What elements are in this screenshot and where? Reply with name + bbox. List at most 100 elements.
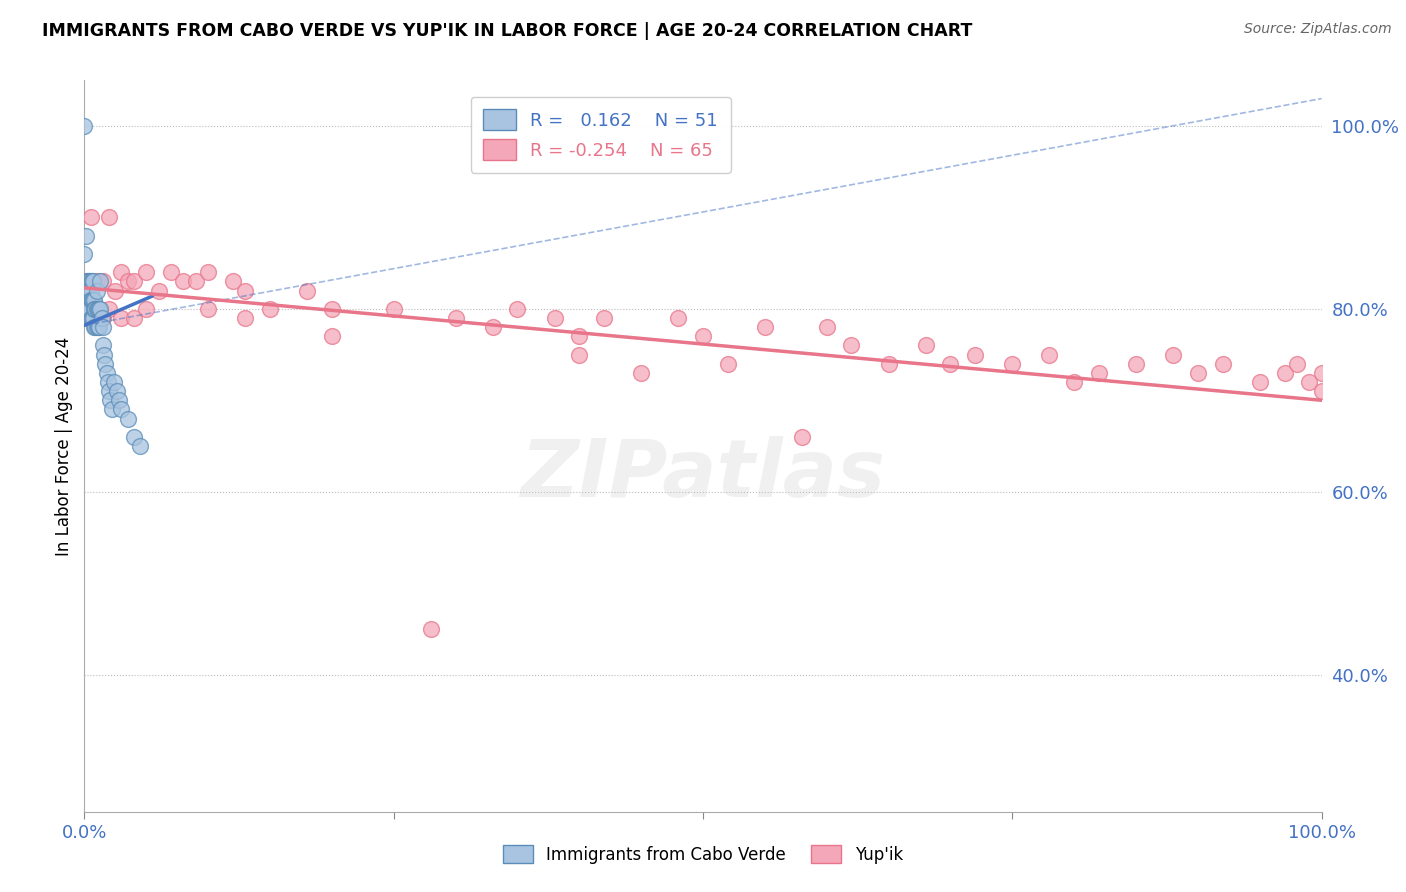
- Point: [73, 119, 96, 133]
- Point: [82, 275, 104, 289]
- Point: [1088, 366, 1111, 380]
- Point: [76, 293, 98, 307]
- Point: [103, 375, 125, 389]
- Point: [86, 284, 108, 298]
- Point: [80, 310, 103, 325]
- Point: [1063, 375, 1085, 389]
- Point: [75, 228, 97, 243]
- Point: [91, 338, 114, 352]
- Point: [1187, 366, 1209, 380]
- Point: [222, 275, 245, 289]
- Point: [79, 275, 101, 289]
- Point: [877, 357, 900, 371]
- Point: [382, 301, 405, 316]
- Point: [73, 275, 96, 289]
- Point: [692, 329, 714, 343]
- Point: [86, 301, 108, 316]
- Point: [97, 375, 120, 389]
- Point: [1038, 348, 1060, 362]
- Legend: R =   0.162    N = 51, R = -0.254    N = 65: R = 0.162 N = 51, R = -0.254 N = 65: [471, 96, 731, 173]
- Point: [1161, 348, 1184, 362]
- Point: [419, 622, 441, 636]
- Point: [1125, 357, 1147, 371]
- Point: [1249, 375, 1271, 389]
- Point: [80, 275, 103, 289]
- Point: [89, 301, 111, 316]
- Point: [148, 284, 170, 298]
- Y-axis label: In Labor Force | Age 20-24: In Labor Force | Age 20-24: [55, 336, 73, 556]
- Point: [83, 320, 105, 334]
- Point: [73, 310, 96, 325]
- Point: [79, 310, 101, 325]
- Point: [104, 284, 127, 298]
- Point: [630, 366, 652, 380]
- Point: [129, 439, 152, 453]
- Point: [86, 310, 108, 325]
- Point: [100, 402, 122, 417]
- Point: [1001, 357, 1024, 371]
- Point: [84, 301, 107, 316]
- Point: [77, 301, 100, 316]
- Point: [717, 357, 740, 371]
- Point: [79, 211, 101, 225]
- Point: [233, 284, 256, 298]
- Point: [815, 320, 838, 334]
- Point: [89, 320, 111, 334]
- Point: [197, 265, 219, 279]
- Point: [110, 310, 132, 325]
- Point: [135, 265, 157, 279]
- Point: [160, 265, 183, 279]
- Point: [82, 293, 104, 307]
- Point: [87, 320, 110, 334]
- Point: [84, 320, 107, 334]
- Point: [98, 384, 121, 399]
- Point: [77, 284, 100, 298]
- Point: [98, 393, 121, 408]
- Point: [321, 301, 343, 316]
- Point: [105, 384, 128, 399]
- Point: [117, 275, 139, 289]
- Point: [1310, 366, 1333, 380]
- Point: [444, 310, 467, 325]
- Point: [94, 357, 117, 371]
- Point: [117, 411, 139, 425]
- Point: [754, 320, 776, 334]
- Point: [122, 310, 145, 325]
- Point: [122, 430, 145, 444]
- Point: [593, 310, 616, 325]
- Point: [506, 301, 529, 316]
- Point: [841, 338, 863, 352]
- Point: [110, 402, 132, 417]
- Point: [86, 320, 108, 334]
- Point: [77, 275, 100, 289]
- Point: [91, 275, 114, 289]
- Point: [568, 329, 591, 343]
- Point: [295, 284, 318, 298]
- Point: [108, 393, 131, 408]
- Point: [1274, 366, 1296, 380]
- Point: [321, 329, 343, 343]
- Text: ZIPatlas: ZIPatlas: [520, 436, 886, 515]
- Point: [91, 310, 114, 325]
- Point: [86, 275, 108, 289]
- Point: [90, 310, 112, 325]
- Point: [76, 275, 98, 289]
- Point: [543, 310, 565, 325]
- Point: [122, 275, 145, 289]
- Point: [172, 275, 194, 289]
- Point: [79, 293, 101, 307]
- Point: [939, 357, 962, 371]
- Point: [568, 348, 591, 362]
- Point: [1212, 357, 1234, 371]
- Point: [80, 293, 103, 307]
- Point: [135, 301, 157, 316]
- Point: [89, 275, 111, 289]
- Point: [1310, 384, 1333, 399]
- Point: [82, 310, 104, 325]
- Point: [197, 301, 219, 316]
- Point: [1285, 357, 1308, 371]
- Point: [87, 301, 110, 316]
- Point: [83, 301, 105, 316]
- Point: [89, 301, 111, 316]
- Point: [98, 301, 121, 316]
